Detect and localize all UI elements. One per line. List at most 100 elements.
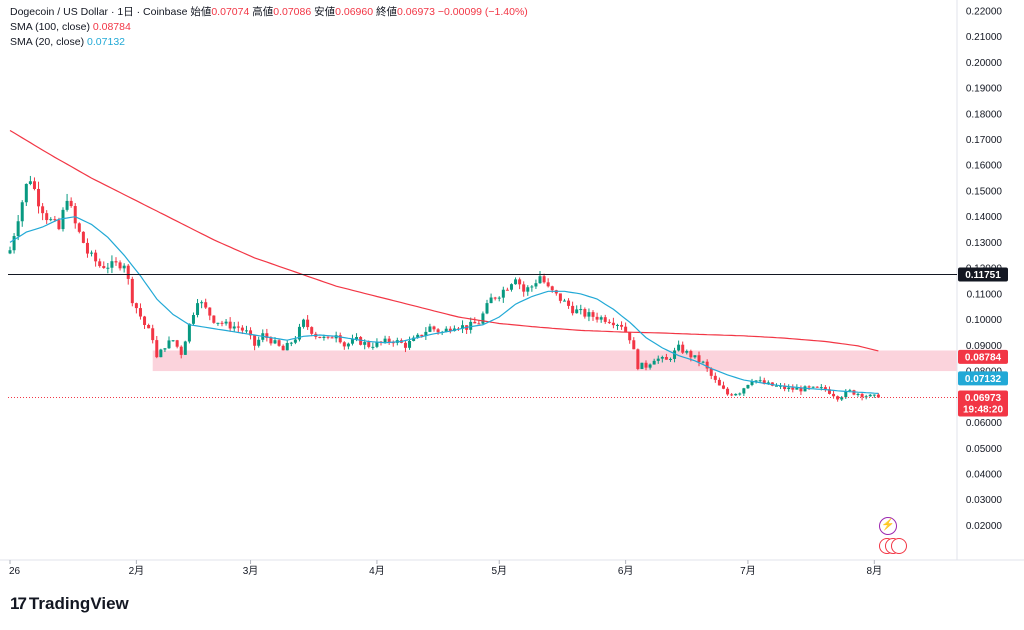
candle-body	[122, 265, 126, 269]
candle-body	[501, 289, 505, 298]
candle-body	[191, 314, 195, 324]
candle-body	[644, 362, 648, 368]
y-tick-label: 0.20000	[966, 58, 1003, 69]
open-label: 始値	[190, 6, 212, 18]
tradingview-brand[interactable]: 17 TradingView	[10, 594, 129, 614]
candle-body	[758, 380, 762, 382]
candle-body	[49, 219, 53, 221]
candle-body	[856, 393, 860, 395]
candle-body	[126, 265, 130, 279]
y-tick-label: 0.05000	[966, 444, 1003, 455]
candle-body	[293, 339, 297, 343]
candle-body	[734, 393, 738, 396]
change-value: −0.00099 (−1.40%)	[437, 6, 528, 18]
candle-body	[575, 309, 579, 314]
candle-body	[371, 346, 375, 348]
candle-body	[526, 287, 530, 292]
candle-body	[24, 183, 28, 203]
candle-body	[803, 386, 807, 392]
candle-body	[236, 326, 240, 328]
candle-body	[746, 384, 750, 389]
candle-body	[147, 324, 151, 329]
candle-body	[497, 297, 501, 299]
candle-body	[815, 386, 819, 388]
y-tick-label: 0.04000	[966, 469, 1003, 480]
candle-body	[791, 387, 795, 390]
y-tick-label: 0.18000	[966, 109, 1003, 120]
candle-body	[811, 386, 815, 388]
close-value: 0.06973	[397, 6, 435, 18]
candle-body	[249, 330, 253, 336]
candle-body	[73, 206, 77, 224]
candle-body	[599, 317, 603, 320]
candle-body	[114, 261, 118, 263]
candle-body	[216, 322, 220, 324]
candle-body	[187, 323, 191, 342]
candle-body	[509, 284, 513, 290]
candle-body	[134, 303, 138, 309]
candle-body	[69, 200, 73, 207]
candle-body	[428, 326, 432, 332]
candle-body	[689, 351, 693, 358]
price-tag-2-countdown: 19:48:20	[963, 404, 1003, 415]
candle-body	[783, 385, 787, 390]
candle-body	[738, 393, 742, 395]
candle-body	[130, 278, 134, 304]
candle-body	[179, 346, 183, 355]
candle-body	[416, 334, 420, 338]
low-label: 安値	[314, 6, 336, 18]
price-tag-0-bg	[958, 349, 1008, 364]
candle-body	[118, 262, 122, 269]
time-axis[interactable]: 26 2月 3月 4月 5月 6月 7月 8月	[9, 560, 882, 577]
candle-body	[795, 387, 799, 390]
sma100-label: SMA (100, close)	[10, 21, 90, 33]
candle-body	[403, 342, 407, 348]
candle-body	[648, 364, 652, 368]
candle-body	[257, 339, 261, 346]
symbol-row[interactable]: Dogecoin / US Dollar · 1日 · Coinbase 始値0…	[10, 5, 528, 20]
candle-body	[562, 300, 566, 302]
candle-body	[840, 397, 844, 400]
candle-body	[94, 252, 98, 262]
candle-body	[412, 337, 416, 341]
candle-body	[709, 368, 713, 376]
candle-body	[685, 351, 689, 353]
zone-rect	[152, 350, 957, 372]
sma100-legend[interactable]: SMA (100, close) 0.08784	[10, 20, 528, 35]
candle-body	[408, 340, 412, 348]
candle-body	[228, 321, 232, 329]
candle-body	[583, 309, 587, 317]
candle-body	[558, 293, 562, 301]
candle-body	[827, 389, 831, 394]
candle-body	[632, 340, 636, 350]
candle-body	[872, 394, 876, 396]
candle-body	[37, 188, 41, 207]
candle-body	[726, 388, 730, 395]
candle-body	[546, 282, 550, 287]
candle-body	[819, 387, 823, 389]
sma20-legend[interactable]: SMA (20, close) 0.07132	[10, 35, 528, 50]
candle-body	[750, 381, 754, 385]
candle-body	[518, 279, 522, 285]
candle-body	[326, 336, 330, 338]
candle-body	[799, 387, 803, 392]
us-flag-events-icon[interactable]	[879, 538, 907, 556]
candle-body	[660, 356, 664, 359]
candle-body	[359, 337, 363, 345]
y-tick-label: 0.15000	[966, 186, 1003, 197]
candle-body	[823, 387, 827, 390]
candle-body	[787, 387, 791, 390]
lightning-event-icon[interactable]: ⚡	[879, 517, 897, 535]
x-tick-label: 8月	[867, 565, 883, 577]
price-tag-2: 0.06973	[965, 393, 1002, 404]
x-tick-label: 5月	[491, 565, 507, 577]
candle-body	[673, 350, 677, 359]
candle-body	[310, 327, 314, 334]
candle-body	[766, 382, 770, 384]
candle-body	[656, 358, 660, 361]
sma100-value: 0.08784	[92, 21, 131, 33]
x-tick-label: 2月	[129, 565, 145, 577]
price-tag-1-bg	[958, 371, 1008, 386]
